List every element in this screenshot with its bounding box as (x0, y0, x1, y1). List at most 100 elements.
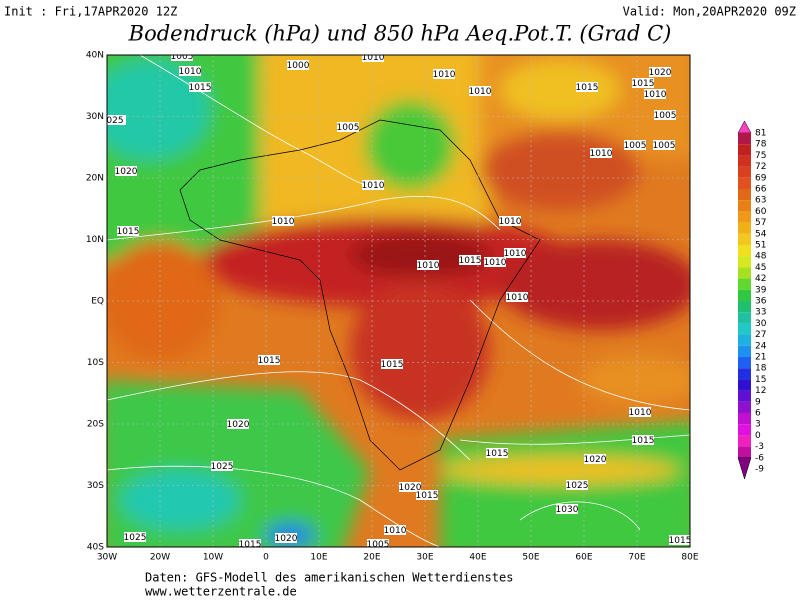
colorbar-tick-label: 21 (755, 353, 766, 363)
isobar-label-box (362, 55, 384, 62)
colorbar-swatch (738, 323, 751, 335)
colorbar-tick-label: 57 (755, 218, 766, 228)
colorbar-tick-label: 72 (755, 162, 766, 172)
colorbar-tick-label: 81 (755, 129, 766, 139)
colorbar-swatch (738, 446, 751, 458)
isobar-label-box (211, 461, 233, 471)
lon-label: 60E (575, 553, 592, 563)
lat-label: 20N (86, 174, 104, 184)
colorbar-tick-label: 54 (755, 229, 767, 239)
colorbar-tick-label: -6 (755, 453, 764, 463)
lon-label: 20W (150, 553, 170, 563)
isobar-label: 1010 (384, 526, 407, 536)
colorbar-swatch (738, 390, 751, 402)
colorbar-swatch (738, 166, 751, 178)
lon-label: 30E (416, 553, 433, 563)
colorbar-swatch (738, 357, 751, 369)
colorbar-swatch (738, 211, 751, 223)
colorbar-arrow-bottom (737, 457, 752, 480)
colorbar-swatch (738, 413, 751, 425)
isobar-label: 1015 (486, 449, 509, 459)
colorbar-swatch (738, 312, 751, 324)
lon-label: 70E (628, 553, 645, 563)
isobar-label: 1015 (576, 83, 599, 93)
colorbar-tick-label: 42 (755, 274, 766, 284)
lat-label: 30N (86, 112, 104, 122)
colorbar-swatch (738, 368, 751, 380)
isobar-label-box (115, 166, 137, 176)
lat-label: 10N (86, 235, 104, 245)
isobar-label: 1020 (115, 167, 138, 177)
isobar-label: 1005 (171, 52, 194, 62)
colorbar-swatch (738, 222, 751, 234)
colorbar-tick-label: 51 (755, 241, 766, 251)
colorbar-swatch (738, 256, 751, 268)
isobar-label-box (337, 122, 359, 132)
isobar-label-box (416, 490, 438, 500)
colorbar-tick-label: 15 (755, 375, 766, 385)
isobar-label-box (632, 78, 654, 88)
isobar-label: 1015 (117, 227, 140, 237)
isobar-label: 1020 (649, 68, 672, 78)
isobar-label: 1010 (629, 408, 652, 418)
colorbar-tick-label: 45 (755, 263, 766, 273)
colorbar-swatch (738, 435, 751, 447)
colorbar-tick-label: 3 (755, 420, 761, 430)
footer-url: www.wetterzentrale.de (145, 585, 297, 599)
lon-label: 0 (263, 553, 269, 563)
isobar-label-box (275, 533, 297, 543)
isobar-label: 1015 (189, 83, 212, 93)
isobar-label-box (566, 480, 588, 490)
colorbar-tick-label: 36 (755, 297, 767, 307)
colorbar-swatch (738, 200, 751, 212)
isobar-label-box (179, 66, 201, 76)
colorbar-tick-label: 0 (755, 431, 761, 441)
isobar-label: 1000 (287, 61, 310, 71)
lon-label: 30W (97, 553, 117, 563)
colorbar-tick-label: 9 (755, 397, 761, 407)
isobar-label-box (556, 504, 578, 514)
isobar-label-box (484, 257, 506, 267)
coastline (179, 119, 541, 471)
isobar-label: 1005 (654, 111, 677, 121)
isobar-label: 1015 (239, 540, 262, 550)
colorbar-tick-label: 66 (755, 185, 767, 195)
colorbar-swatch (738, 278, 751, 290)
isobar-label: 1030 (556, 505, 579, 515)
isobar-label: 1015 (632, 79, 655, 89)
isobar-label-box (669, 535, 690, 545)
isobar-label: 1020 (399, 483, 422, 493)
isobar-label: 1010 (506, 293, 529, 303)
isobar-label-box (171, 55, 193, 61)
isobar-label: 1005 (337, 123, 360, 133)
isobar-label-box (124, 532, 146, 542)
isobar-label: 1010 (644, 90, 667, 100)
isobar-label-box (381, 359, 403, 369)
colorbar-tick-label: -9 (755, 465, 764, 475)
isobar-label-box (649, 67, 671, 77)
isobar-label-box (654, 110, 676, 120)
isobar-label: 1005 (624, 141, 647, 151)
isobar-label-box (576, 82, 598, 92)
isobar-label: 025 (106, 116, 123, 126)
isobar-label: 1025 (211, 462, 234, 472)
isobar-label: 1005 (367, 540, 390, 550)
isobar-label: 1020 (275, 534, 298, 544)
colorbar-tick-label: 24 (755, 341, 767, 351)
isobar-label-box (258, 355, 280, 365)
isobar-label-box (459, 255, 481, 265)
lon-label: 40E (469, 553, 486, 563)
isobar-label: 1010 (433, 70, 456, 80)
isobar-label-box (417, 260, 439, 270)
colorbar-tick-label: 6 (755, 409, 761, 419)
isobar-label-box (644, 89, 666, 99)
isobar-label-box (189, 82, 211, 92)
colorbar-swatch (738, 334, 751, 346)
isobar-label-box (653, 140, 675, 150)
isobar-label-box (504, 248, 526, 258)
lat-label: 30S (87, 481, 104, 491)
